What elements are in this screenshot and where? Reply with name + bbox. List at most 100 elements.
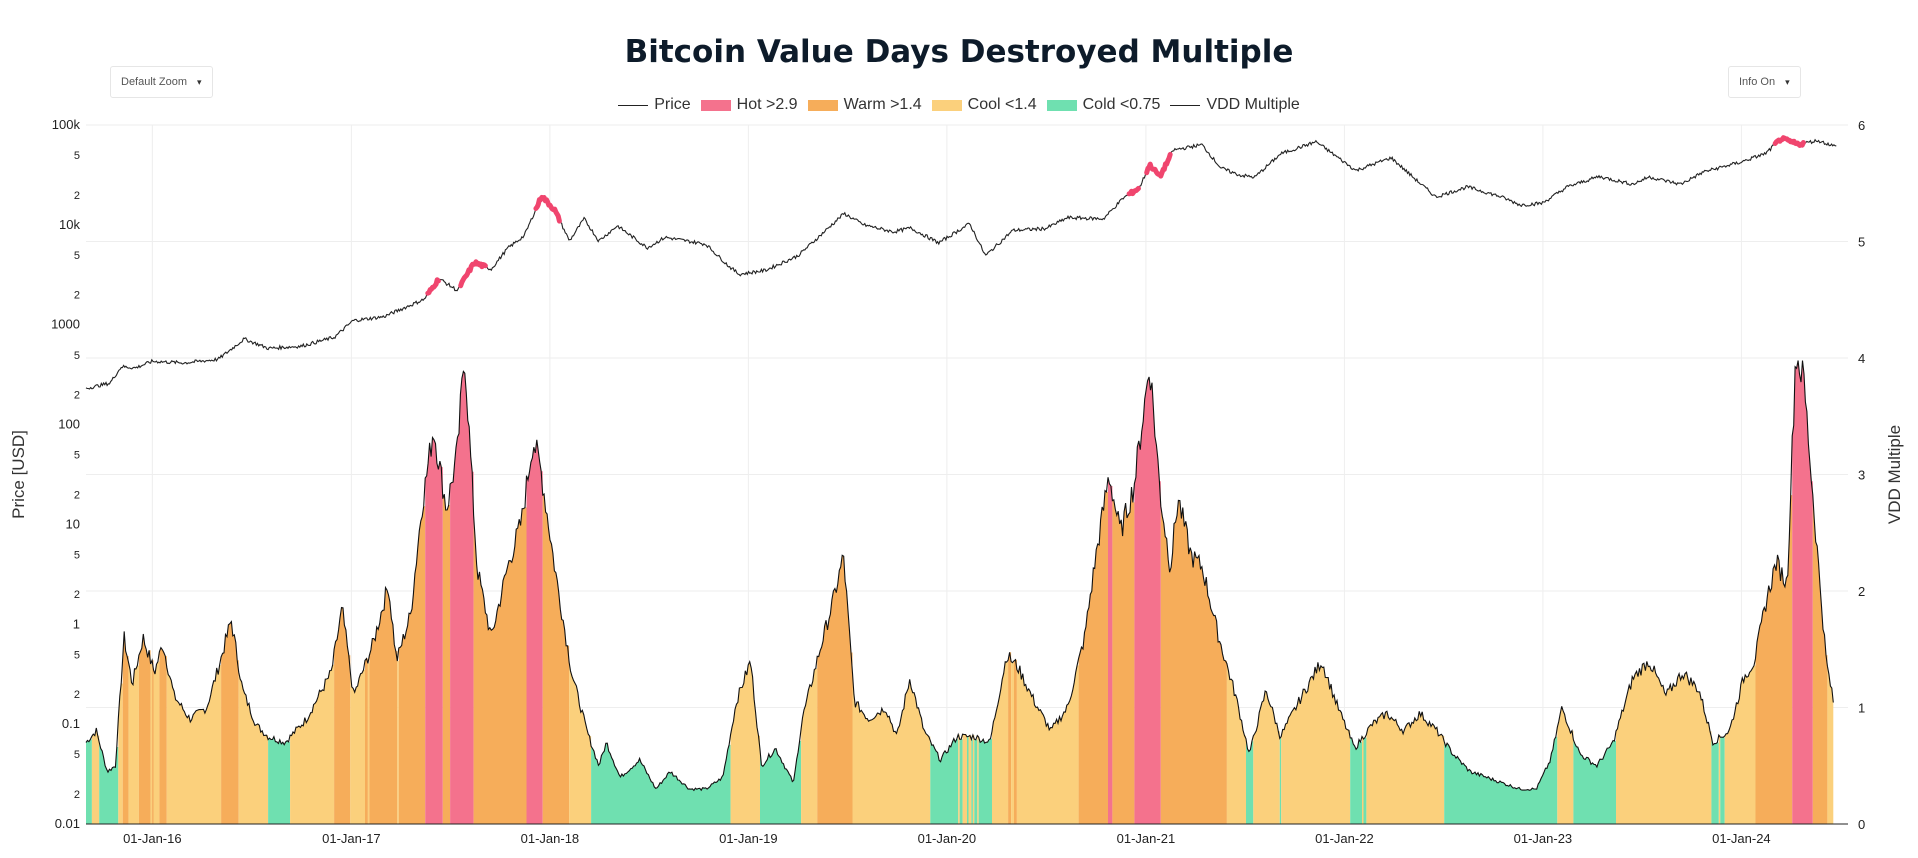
price-hot-segment [1144,151,1173,179]
vdd-band-area [397,661,399,824]
legend-label-hot: Hot >2.9 [736,96,798,113]
vdd-band-area [852,673,931,824]
x-tick-label: 01-Jan-24 [1712,831,1771,846]
legend-swatch-hot [700,99,731,111]
vdd-band-area [971,739,973,824]
y-minor-tick-label: 2 [74,390,80,402]
legend-item-price[interactable]: Price [618,96,691,114]
vdd-band-area [473,507,527,824]
vdd-band-area [1016,665,1079,824]
y-tick-label: 0.1 [62,716,80,731]
vdd-band-area [1827,666,1834,824]
y-minor-tick-label: 2 [74,589,80,601]
y-tick-label: 100k [52,117,81,132]
legend-label-cool: Cool <1.4 [967,96,1037,113]
vdd-band-area [962,734,967,824]
vdd-band-area [959,739,963,824]
price-hot-segment [1772,135,1806,148]
vdd-band-area [450,371,474,824]
vdd-band-area [425,437,443,824]
vdd-band-area [365,658,368,824]
vdd-band-area [350,669,365,824]
vdd-band-area [1755,495,1793,824]
vdd-band-area [369,587,398,824]
vdd-band-area [1226,663,1246,824]
y-minor-tick-label: 5 [74,649,80,661]
chevron-down-icon: ▾ [197,76,202,87]
vdd-band-area [1711,737,1719,824]
y2-tick-label: 3 [1858,468,1865,483]
y-tick-label: 10 [66,516,80,531]
y2-tick-label: 5 [1858,235,1865,250]
vdd-band-area [166,665,222,824]
vdd-band-area [1724,665,1756,824]
legend-item-warm[interactable]: Warm >1.4 [807,96,922,114]
vdd-band-area [1444,736,1558,824]
y2-tick-label: 6 [1858,118,1865,133]
vdd-band-area [99,742,119,824]
legend-swatch-cold [1046,99,1077,111]
legend-label-warm: Warm >1.4 [843,96,922,113]
y-axis-title: Price [USD] [9,430,28,519]
legend-item-cold[interactable]: Cold <0.75 [1046,96,1161,114]
legend-label-cold: Cold <0.75 [1082,96,1161,113]
vdd-multiple-line [85,360,1834,792]
legend-swatch-price [618,104,649,106]
vdd-band-area [1792,360,1813,824]
legend-swatch-cool [931,99,962,111]
vdd-band-area [138,634,151,824]
vdd-band-area [1112,487,1135,824]
vdd-band-area [290,664,335,824]
y-tick-label: 1000 [51,317,80,332]
vdd-band-area [992,661,1009,824]
vdd-band-area [1812,494,1828,824]
vdd-band-area [977,735,979,824]
y-minor-tick-label: 5 [74,250,80,262]
legend-swatch-warm [807,99,838,111]
vdd-band-area [974,739,978,824]
vdd-band-area [159,647,167,824]
y-minor-tick-label: 2 [74,789,80,801]
y-tick-label: 0.01 [55,816,80,831]
vdd-band-area [1720,737,1725,824]
legend-item-cool[interactable]: Cool <1.4 [931,96,1037,114]
x-tick-label: 01-Jan-21 [1117,831,1176,846]
vdd-band-area [152,660,154,824]
y2-tick-label: 4 [1858,351,1865,366]
price-hot-segment [458,259,488,289]
y2-tick-label: 2 [1858,584,1865,599]
x-tick-label: 01-Jan-20 [918,831,977,846]
legend-label-vdd: VDD Multiple [1206,96,1300,113]
vdd-band-area [1616,661,1712,824]
vdd-band-area [958,734,960,824]
chart-title: Bitcoin Value Days Destroyed Multiple [624,34,1294,70]
info-dropdown[interactable]: Info On ▾ [1728,66,1801,98]
chart-legend: Price Hot >2.9 Warm >1.4 Cool <1.4 Cold … [0,96,1918,114]
y-minor-tick-label: 2 [74,290,80,302]
vdd-band-area [801,668,818,824]
vdd-band-area [1078,490,1108,824]
x-tick-label: 01-Jan-16 [123,831,182,846]
vdd-band-area [1108,477,1113,824]
legend-item-hot[interactable]: Hot >2.9 [700,96,798,114]
vdd-band-area [398,506,426,824]
y-minor-tick-label: 5 [74,749,80,761]
vdd-band-area [569,662,592,824]
legend-swatch-vdd [1170,104,1201,106]
vdd-band-area [442,494,451,824]
vdd-band-area [221,621,239,824]
vdd-band-area [1363,737,1367,824]
legend-item-vdd[interactable]: VDD Multiple [1170,96,1300,114]
zoom-dropdown[interactable]: Default Zoom ▾ [110,66,213,98]
x-tick-label: 01-Jan-18 [521,831,580,846]
vdd-band-area [1281,662,1351,824]
vdd-band-area [128,662,139,824]
y2-axis-title: VDD Multiple [1885,425,1904,524]
legend-label-price: Price [654,96,691,113]
vdd-band-area [1246,738,1254,824]
zoom-dropdown-label: Default Zoom [121,76,188,88]
vdd-band-area [1279,738,1282,824]
info-dropdown-label: Info On [1739,76,1776,88]
y-tick-label: 1 [73,616,80,631]
